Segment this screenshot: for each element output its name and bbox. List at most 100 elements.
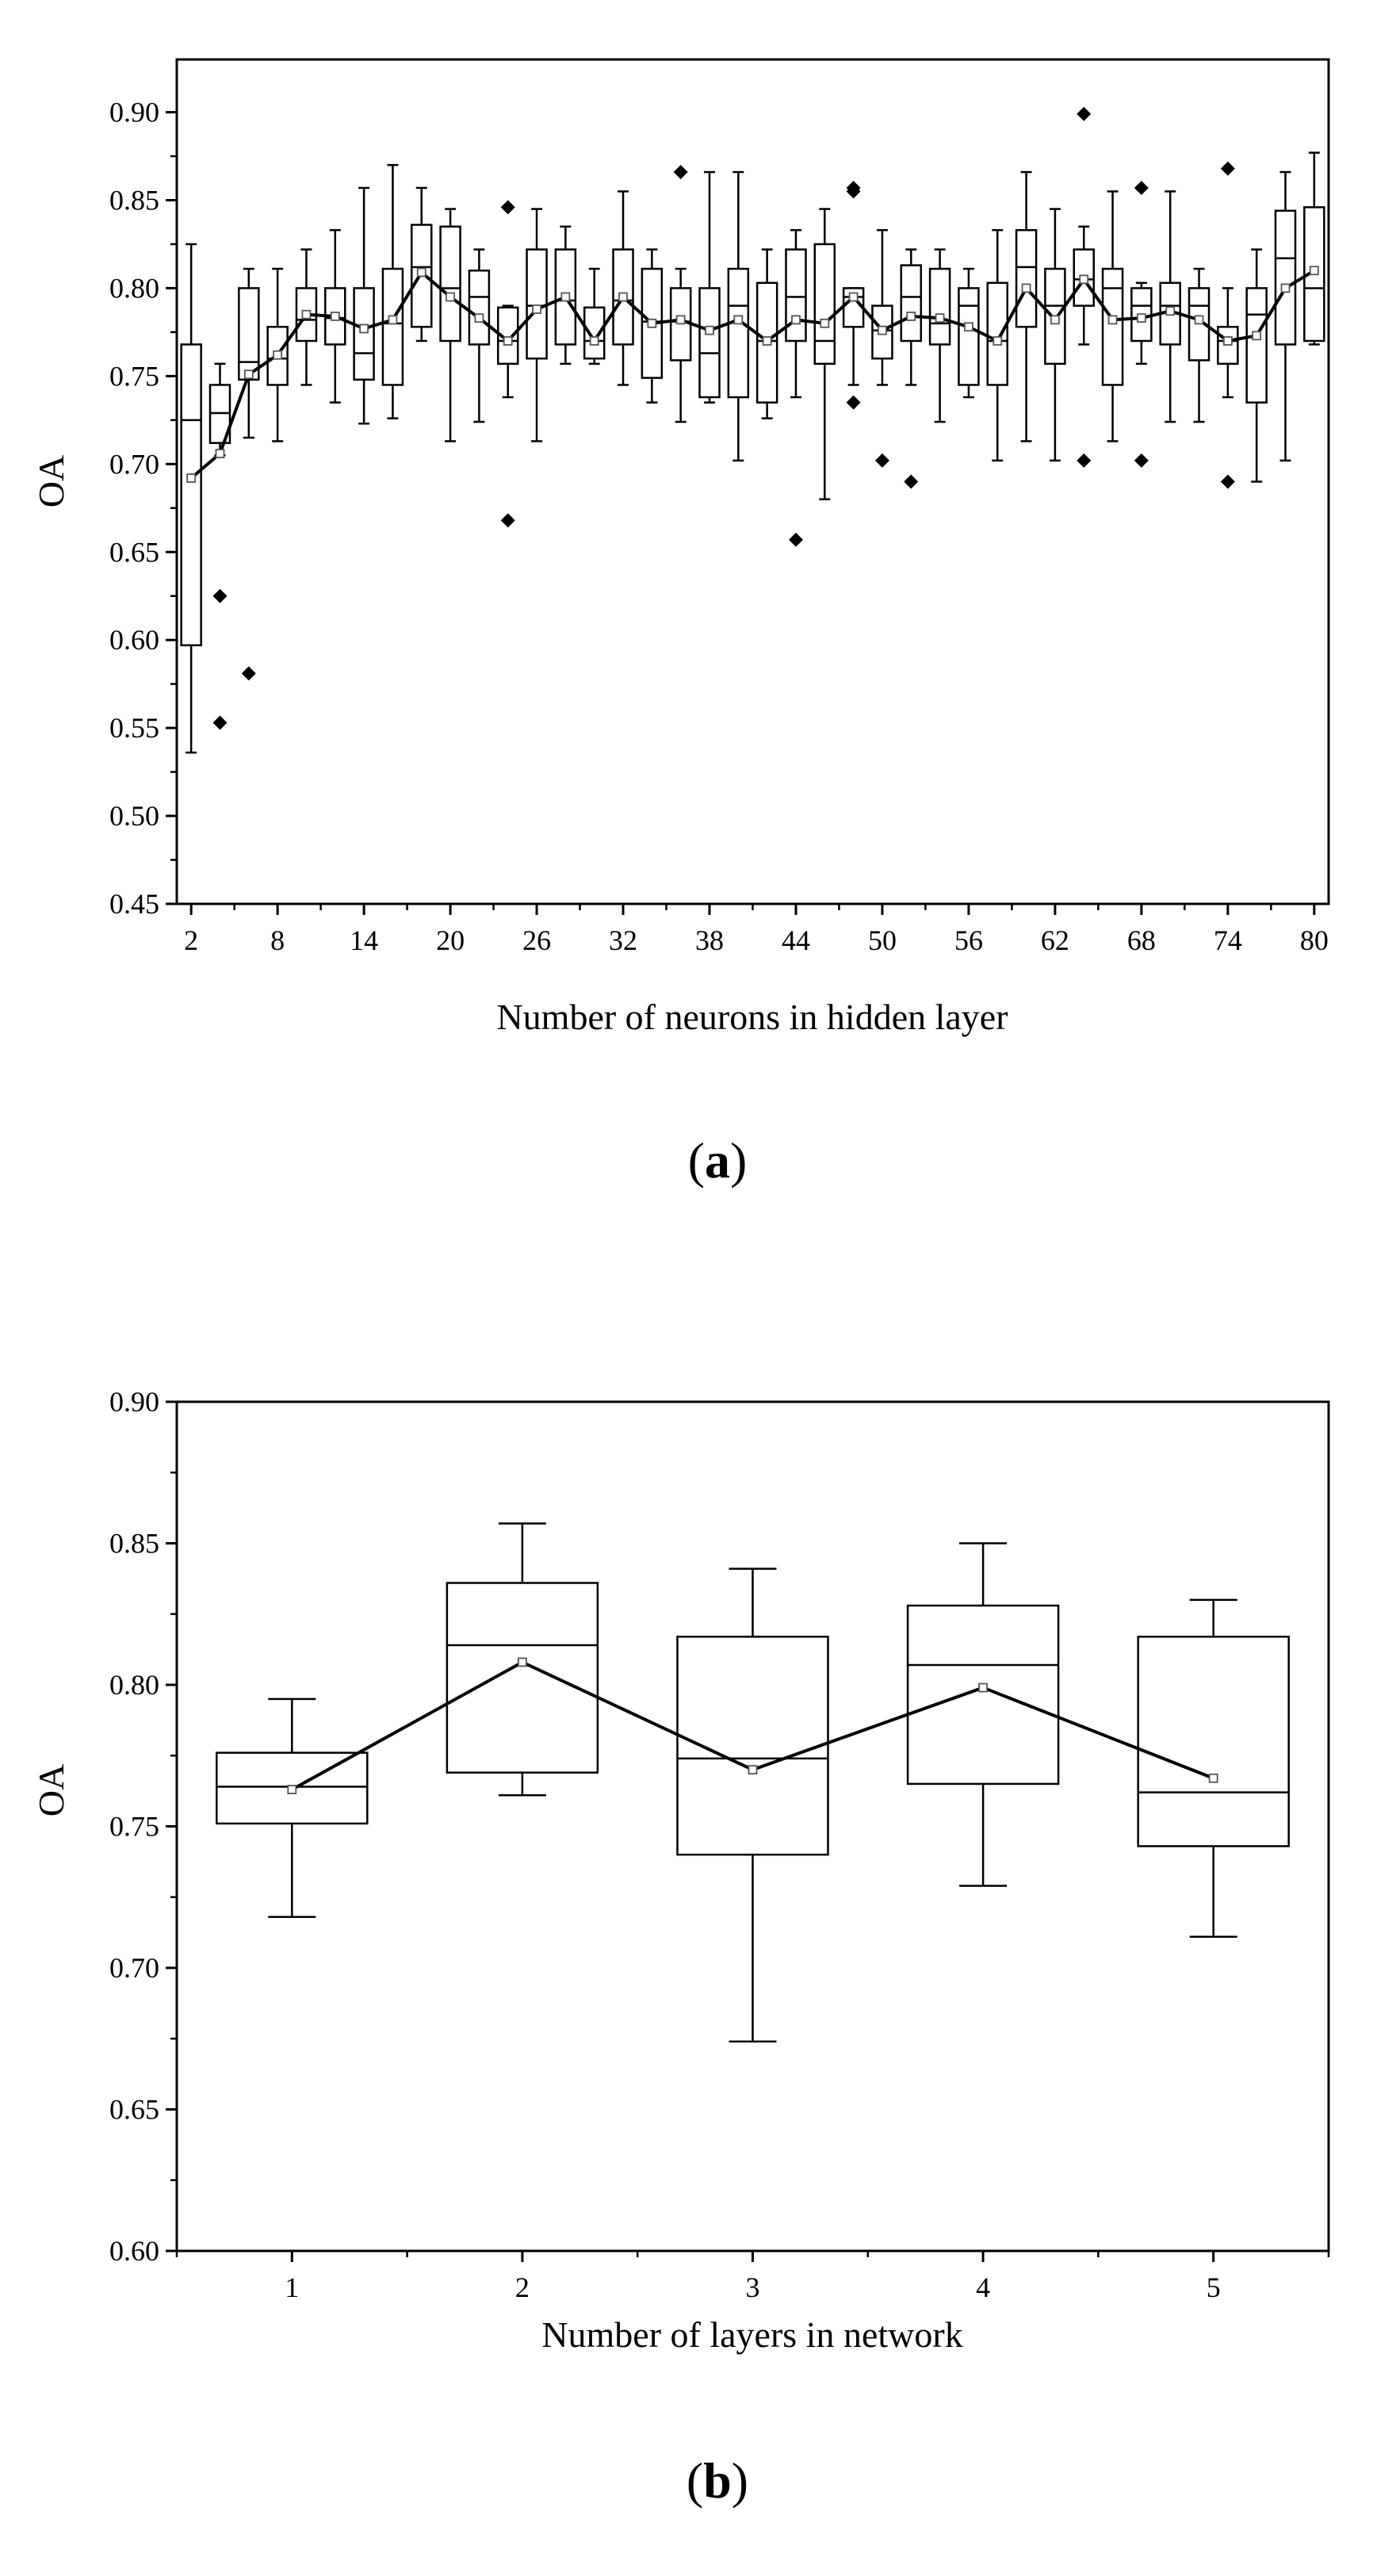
mean-line <box>189 269 1315 480</box>
mean-marker <box>618 292 628 302</box>
box-iqr <box>900 264 923 343</box>
x-tick-label-b: 5 <box>1207 2272 1221 2303</box>
x-tick-label-b: 2 <box>515 2272 530 2303</box>
y-tick-label-b: 0.60 <box>109 2235 159 2267</box>
mean-marker <box>1165 306 1176 316</box>
mean-marker <box>301 309 312 320</box>
mean-marker <box>647 318 657 328</box>
mean-marker <box>416 267 426 278</box>
box-iqr <box>238 287 260 381</box>
mean-marker <box>733 315 744 325</box>
outlier-point <box>904 474 919 489</box>
mean-marker <box>503 336 513 346</box>
outlier-point <box>1220 161 1235 176</box>
box-iqr <box>446 1582 599 1774</box>
box-iqr <box>439 225 461 343</box>
panel-letter-a: a <box>705 1132 730 1188</box>
outlier-point <box>1077 453 1092 468</box>
mean-marker <box>518 1657 527 1667</box>
mean-marker <box>1107 315 1118 325</box>
x-tick-label-a: 74 <box>1214 924 1242 956</box>
mean-marker <box>560 292 571 302</box>
y-tick-label-a: 0.85 <box>109 185 159 216</box>
mean-marker <box>186 473 197 483</box>
x-tick-label-a: 8 <box>270 924 285 956</box>
y-tick-label-a: 0.90 <box>109 97 159 128</box>
y-tick-label-a: 0.70 <box>109 448 159 480</box>
x-axis-label-b: Number of layers in network <box>541 2314 962 2355</box>
mean-marker <box>675 315 686 325</box>
y-tick-label-a: 0.50 <box>109 800 159 832</box>
outlier-point <box>212 588 228 603</box>
mean-marker <box>762 336 772 346</box>
mean-marker <box>589 336 599 346</box>
mean-marker <box>1222 336 1233 346</box>
mean-marker <box>359 323 369 334</box>
mean-marker <box>748 1765 758 1775</box>
outlier-point <box>212 715 228 730</box>
panel-label-a: (a) <box>688 1132 748 1188</box>
mean-marker <box>935 313 945 323</box>
box-iqr <box>468 270 491 346</box>
outlier-point <box>788 532 803 547</box>
box-iqr <box>727 267 750 399</box>
x-tick-label-a: 20 <box>436 924 465 956</box>
mean-marker <box>1021 283 1031 293</box>
mean-marker <box>388 315 398 325</box>
x-tick-label-a: 14 <box>350 924 378 956</box>
y-tick-label-a: 0.55 <box>109 712 159 744</box>
mean-marker <box>705 325 714 335</box>
panel-letter-b: b <box>703 2452 732 2509</box>
x-tick-label-a: 62 <box>1041 924 1069 956</box>
box-iqr <box>1015 228 1038 328</box>
mean-marker <box>532 304 541 314</box>
y-tick-label-b: 0.70 <box>109 1952 159 1984</box>
mean-marker <box>215 449 225 458</box>
x-tick-label-a: 32 <box>609 924 637 956</box>
mean-marker <box>1194 315 1204 325</box>
y-tick-label-b: 0.80 <box>109 1669 159 1701</box>
box-iqr <box>1274 209 1297 346</box>
y-tick-label-b: 0.90 <box>109 1386 159 1418</box>
outlier-point <box>1134 180 1149 195</box>
x-tick-label-b: 4 <box>976 2272 990 2303</box>
box-iqr <box>381 267 404 386</box>
mean-marker <box>1136 313 1146 323</box>
mean-marker <box>1079 274 1089 285</box>
box-iqr <box>1101 267 1124 386</box>
box-iqr <box>813 243 836 366</box>
box-iqr <box>698 287 721 399</box>
chart-panel-a: 0.45 0.50 0.55 0.60 0.65 0.70 0.75 0.80 0.85 0.90… <box>31 58 1330 1188</box>
outlier-point <box>874 453 889 468</box>
box-iqr <box>986 281 1009 386</box>
mean-marker <box>878 325 887 335</box>
mean-marker <box>964 322 973 332</box>
mean-marker <box>273 350 283 360</box>
box-iqr <box>906 1604 1060 1786</box>
y-axis-a: 0.45 0.50 0.55 0.60 0.65 0.70 0.75 0.80 0.85 0.90 <box>109 97 177 920</box>
outlier-point <box>241 666 256 681</box>
box-iqr <box>295 287 318 343</box>
mean-marker <box>1050 315 1060 325</box>
x-tick-label-a: 50 <box>868 924 897 956</box>
outlier-point <box>1220 474 1235 489</box>
y-axis-label-b: OA <box>31 1764 71 1816</box>
panel-label-b: (b) <box>686 2452 748 2509</box>
x-tick-label-a: 68 <box>1127 924 1156 956</box>
x-tick-label-b: 1 <box>285 2272 299 2303</box>
y-tick-label-b: 0.75 <box>109 1811 159 1843</box>
mean-marker <box>446 292 455 302</box>
box-iqr <box>928 267 951 346</box>
x-tick-label-a: 2 <box>184 924 198 956</box>
plot-marks-b <box>216 1522 1290 2043</box>
y-axis-b: 0.60 0.65 0.70 0.75 0.80 0.85 0.90 <box>109 1386 177 2267</box>
mean-marker <box>992 336 1003 346</box>
mean-marker <box>848 292 859 302</box>
mean-marker <box>1309 266 1319 276</box>
mean-marker <box>820 318 830 328</box>
x-tick-label-a: 38 <box>695 924 724 956</box>
x-tick-label-a: 26 <box>522 924 551 956</box>
mean-marker <box>906 312 916 321</box>
box-iqr <box>180 343 202 647</box>
